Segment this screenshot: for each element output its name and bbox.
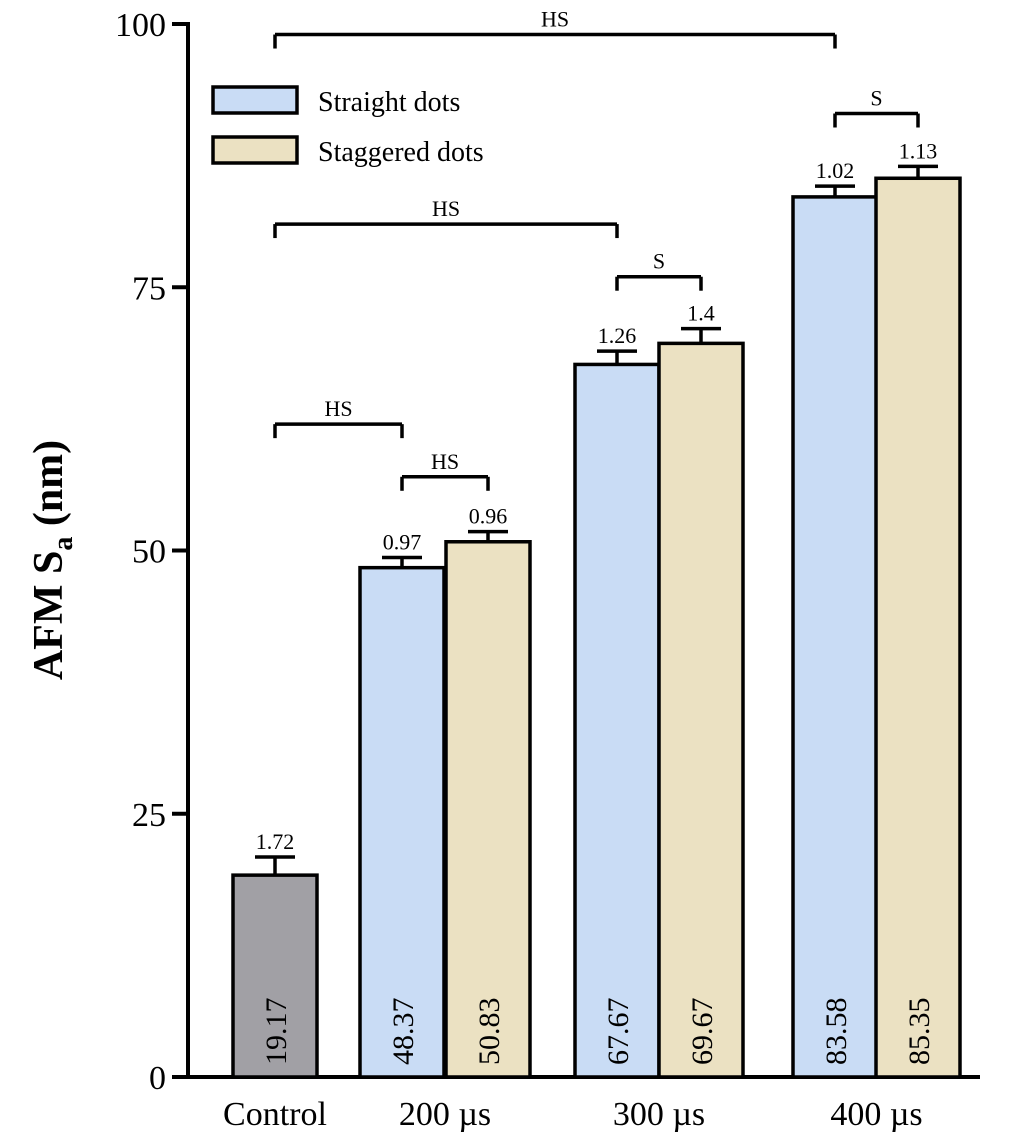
bar-value-label: 85.35	[903, 998, 936, 1066]
y-tick-label: 25	[132, 797, 166, 834]
bar-value-label: 67.67	[602, 998, 635, 1066]
bars: 1.72 19.17 0.97 48.37 1.26 67.67 1.02 83.58 0.96…	[231, 138, 962, 1079]
legend: Straight dots Staggered dots	[211, 85, 484, 168]
y-tick-label: 75	[132, 270, 166, 307]
error-value-label: 1.26	[598, 323, 637, 348]
legend-entry-label: Straight dots	[318, 87, 460, 118]
bar-value-label: 50.83	[473, 998, 506, 1066]
legend-swatch	[211, 85, 299, 115]
bar-value-label: 69.67	[686, 998, 719, 1066]
bar	[573, 362, 661, 1079]
y-tick-label: 100	[115, 7, 166, 44]
y-axis-label-unit: (nm)	[26, 440, 72, 537]
bar	[444, 540, 532, 1079]
significance-label: HS	[324, 396, 352, 421]
x-category-label: 300 µs	[613, 1096, 705, 1133]
x-category-label: 200 µs	[399, 1096, 491, 1133]
bar	[657, 341, 745, 1079]
x-category-label: 400 µs	[830, 1096, 922, 1133]
y-axis-label: AFM Sa (nm)	[26, 440, 79, 680]
significance-label: HS	[432, 196, 460, 221]
axes: 0 25 50 75 100 Control 200 µs 300 µs 400 µs	[115, 7, 980, 1133]
bar-value-label: 48.37	[387, 998, 420, 1066]
bar	[874, 176, 962, 1079]
error-value-label: 0.97	[383, 529, 422, 554]
error-value-label: 1.4	[687, 301, 715, 326]
x-category-label: Control	[223, 1096, 327, 1133]
y-tick-label: 50	[132, 534, 166, 571]
legend-entry-label: Staggered dots	[318, 137, 484, 168]
y-axis-label-subscript: a	[48, 537, 79, 551]
bar	[791, 195, 879, 1079]
significance-label: S	[653, 249, 665, 274]
significance-label: HS	[431, 449, 459, 474]
y-axis-label-main: AFM S	[26, 551, 72, 681]
bar-value-label: 19.17	[260, 998, 293, 1066]
bar	[358, 565, 446, 1079]
error-value-label: 1.13	[899, 138, 938, 163]
bar-value-label: 83.58	[820, 998, 853, 1066]
significance-brackets: HS S HS S HS HS	[273, 7, 920, 491]
error-value-label: 1.72	[256, 829, 295, 854]
significance-label: HS	[541, 7, 569, 32]
significance-label: S	[870, 86, 882, 111]
y-tick-label: 0	[149, 1060, 166, 1097]
legend-swatch	[211, 135, 299, 165]
error-value-label: 1.02	[816, 158, 855, 183]
error-value-label: 0.96	[469, 504, 508, 529]
